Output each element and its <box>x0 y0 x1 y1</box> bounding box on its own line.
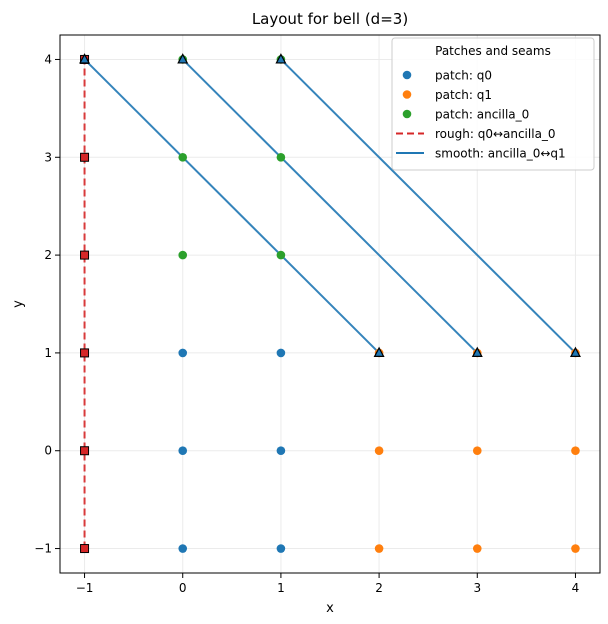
x-tick-label: 2 <box>375 581 383 595</box>
x-tick-label: 3 <box>473 581 481 595</box>
y-tick-label: 0 <box>44 444 52 458</box>
solid-seam-line <box>182 58 478 354</box>
solid-seam-line <box>83 58 380 354</box>
dashed-seam-marker <box>80 348 90 358</box>
legend-items: patch: q0 patch: q1 patch: ancilla_0 rough:… <box>396 69 566 161</box>
point-patch-q1 <box>374 446 384 456</box>
seams <box>83 58 577 549</box>
point-patch-q0 <box>276 544 286 553</box>
x-tick-label: −1 <box>76 581 94 595</box>
point-patch-q0 <box>178 544 188 553</box>
dashed-seam-marker <box>80 446 90 456</box>
legend-title: Patches and seams <box>435 44 551 58</box>
point-patch-ancilla-0 <box>276 250 286 260</box>
x-tick-label: 1 <box>277 581 285 595</box>
solid-seam-marker <box>275 53 287 64</box>
x-tick-label: 4 <box>572 581 580 595</box>
x-tick-label: 0 <box>179 581 187 595</box>
point-patch-ancilla-0 <box>276 152 286 162</box>
legend-label: smooth: ancilla_0↔q1 <box>435 147 566 161</box>
legend-swatch <box>402 109 412 119</box>
y-axis-label: y <box>11 300 26 308</box>
legend-label: rough: q0↔ancilla_0 <box>435 127 556 141</box>
legend-swatch <box>402 70 412 80</box>
x-axis-label: x <box>326 601 334 616</box>
legend-box <box>391 37 595 171</box>
seam-markers <box>79 53 581 554</box>
solid-seam-marker <box>79 53 91 64</box>
solid-seam-marker <box>569 346 581 358</box>
ticks: −1 0 1 2 3 4 −1 0 1 2 3 4 <box>34 52 579 595</box>
y-tick-label: −1 <box>34 542 52 556</box>
point-patch-q0 <box>178 446 188 456</box>
solid-seam-marker <box>177 53 189 64</box>
y-tick-label: 4 <box>44 52 52 66</box>
legend-swatch <box>402 90 412 99</box>
point-patch-ancilla-0 <box>178 250 188 260</box>
point-patch-q0 <box>276 348 286 358</box>
dashed-seam-marker <box>80 152 90 162</box>
point-patch-ancilla-0 <box>178 152 188 162</box>
y-tick-label: 3 <box>44 150 52 164</box>
legend-label: patch: q0 <box>435 69 492 83</box>
point-patch-q1 <box>571 544 580 553</box>
chart-title: Layout for bell (d=3) <box>252 10 408 28</box>
point-patch-q0 <box>276 446 286 456</box>
dashed-seam-marker <box>80 250 90 260</box>
legend-label: patch: q1 <box>435 88 492 102</box>
legend-label: patch: ancilla_0 <box>435 108 529 122</box>
point-patch-q1 <box>472 446 482 456</box>
y-tick-label: 2 <box>44 248 52 262</box>
solid-seam-marker <box>373 346 385 358</box>
y-tick-label: 1 <box>44 346 52 360</box>
solid-seam-line <box>280 58 577 354</box>
dashed-seam-marker <box>80 544 90 554</box>
point-patch-q0 <box>178 348 188 358</box>
solid-seam-marker <box>471 346 483 358</box>
point-patch-q1 <box>472 544 482 553</box>
point-patch-q1 <box>571 446 580 456</box>
axes-frame <box>59 34 601 574</box>
point-patch-q1 <box>374 544 384 553</box>
